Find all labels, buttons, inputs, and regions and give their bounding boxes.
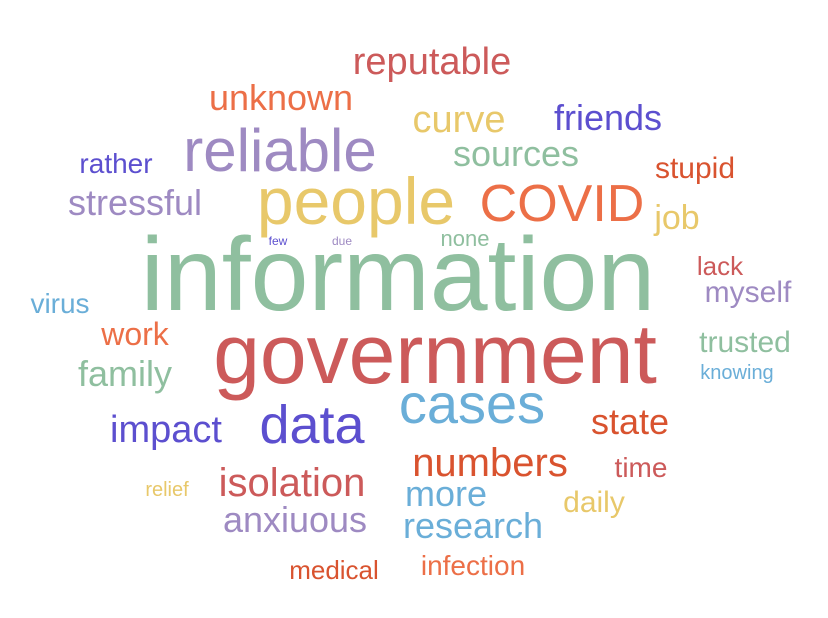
word-medical: medical xyxy=(289,555,379,585)
word-lack: lack xyxy=(696,251,744,281)
word-isolation: isolation xyxy=(218,461,366,505)
word-people: people xyxy=(256,164,456,238)
word-rather: rather xyxy=(79,148,153,179)
word-anxiuous: anxiuous xyxy=(222,499,368,540)
word-friends: friends xyxy=(553,97,663,138)
word-knowing: knowing xyxy=(700,362,774,384)
word-work: work xyxy=(101,316,169,352)
word-information: information xyxy=(140,217,656,333)
word-time: time xyxy=(614,452,668,483)
word-few: few xyxy=(268,234,288,248)
word-curve: curve xyxy=(412,99,506,141)
word-government: government xyxy=(213,307,657,401)
word-family: family xyxy=(77,353,173,394)
word-more: more xyxy=(404,473,488,514)
word-cases: cases xyxy=(398,372,546,435)
word-research: research xyxy=(402,505,544,546)
word-stressful: stressful xyxy=(67,182,203,223)
word-reliable: reliable xyxy=(183,117,377,184)
word-relief: relief xyxy=(145,479,189,501)
word-virus: virus xyxy=(30,288,90,319)
word-impact: impact xyxy=(110,409,222,451)
word-stupid: stupid xyxy=(654,152,736,185)
word-trusted: trusted xyxy=(699,326,791,359)
word-due: due xyxy=(331,234,353,248)
word-none: none xyxy=(440,226,490,251)
word-reputable: reputable xyxy=(352,41,512,83)
word-sources: sources xyxy=(452,133,580,174)
word-covid: COVID xyxy=(479,175,645,233)
word-job: job xyxy=(654,199,700,237)
word-state: state xyxy=(590,401,670,442)
word-unknown: unknown xyxy=(208,77,354,118)
word-infection: infection xyxy=(420,550,526,581)
word-myself: myself xyxy=(704,276,792,309)
word-data: data xyxy=(259,395,365,455)
word-daily: daily xyxy=(563,486,625,519)
word-numbers: numbers xyxy=(412,441,568,485)
